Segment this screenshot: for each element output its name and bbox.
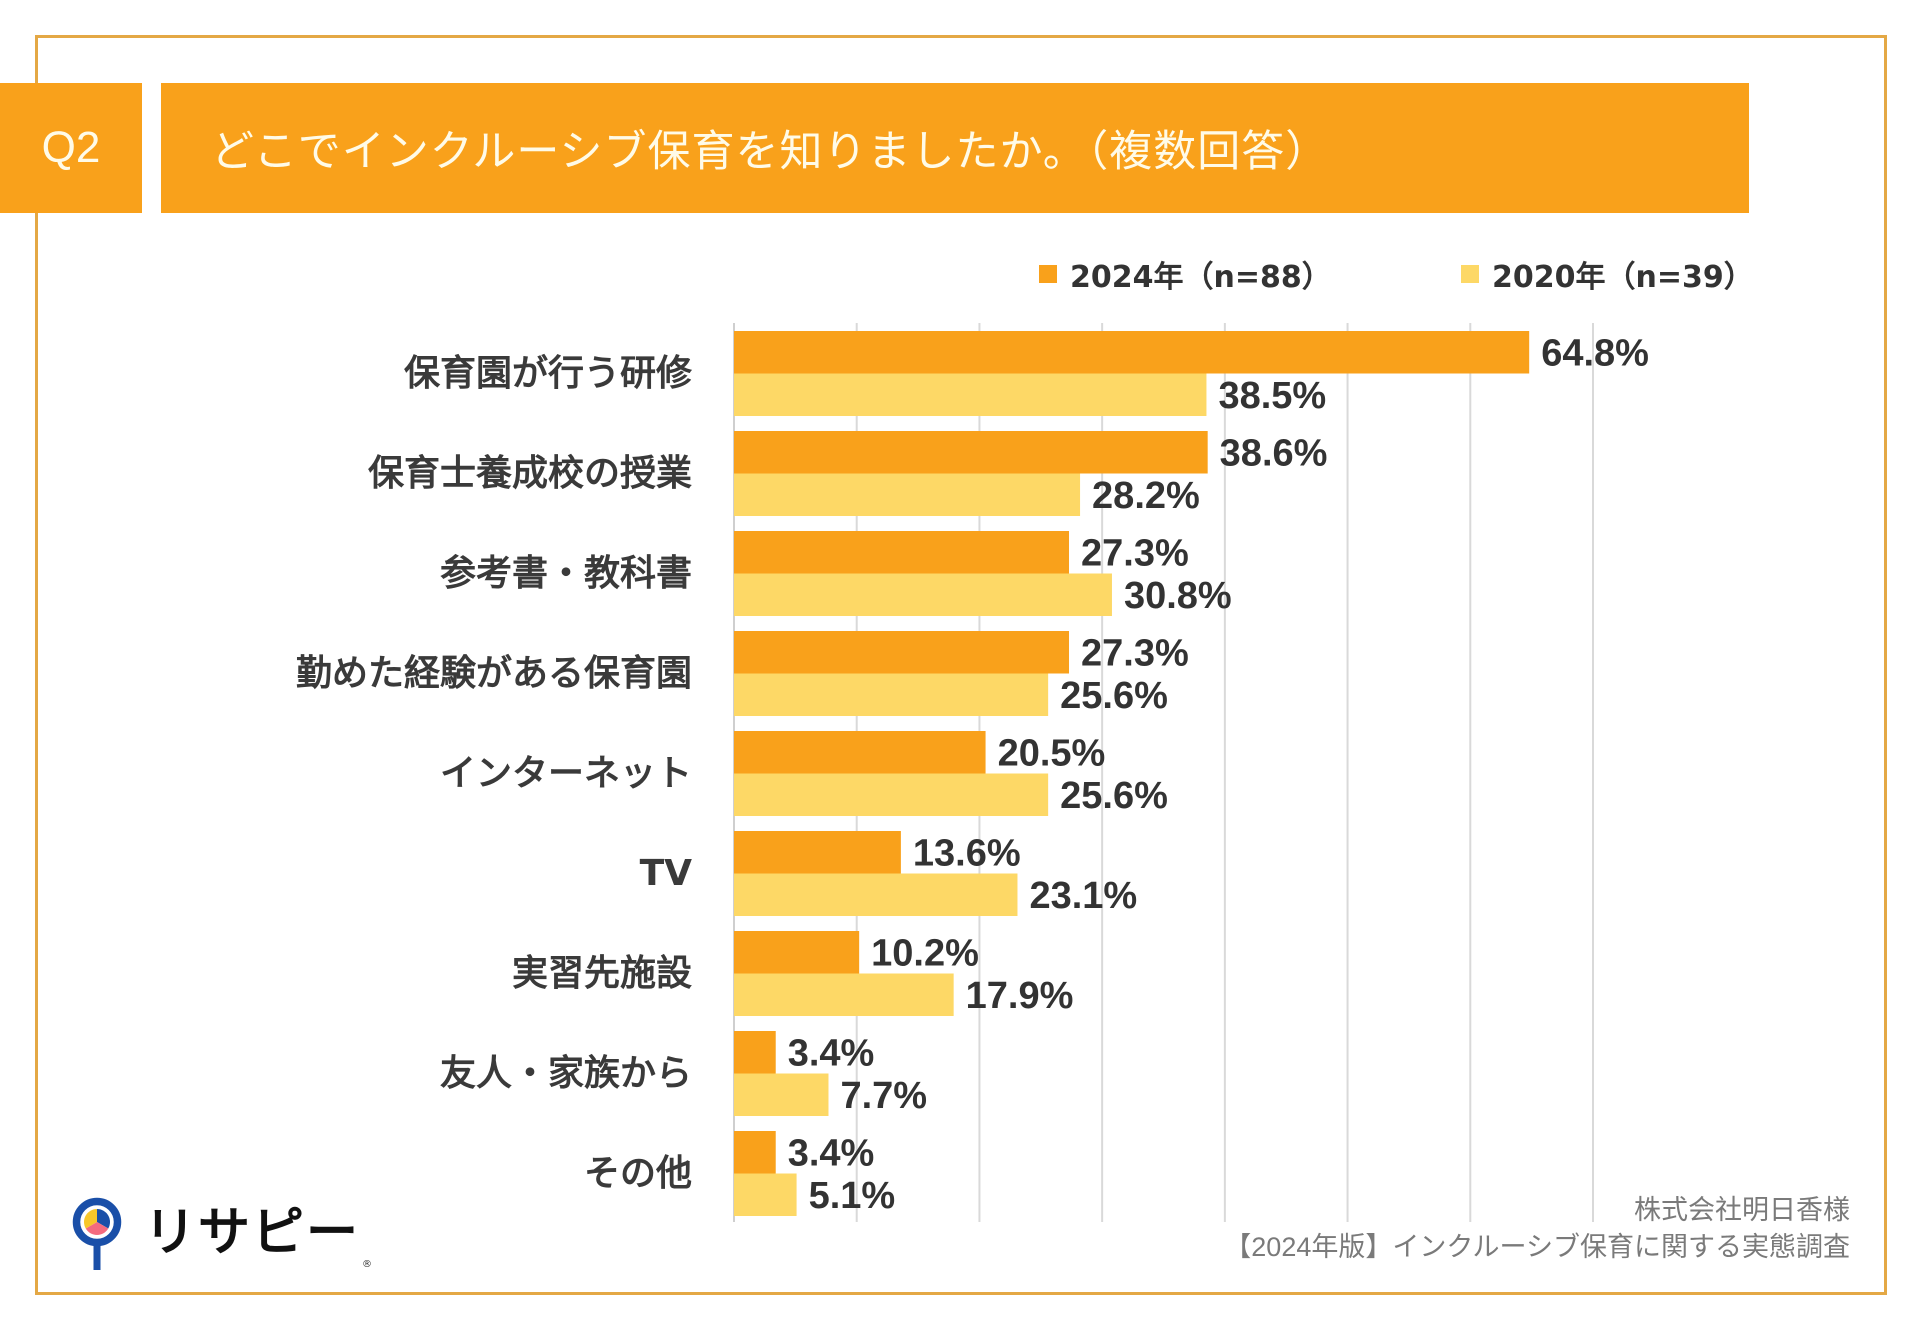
- bar-2020: [734, 1073, 829, 1116]
- credit-client: 株式会社明日香様: [1634, 1195, 1850, 1225]
- category-label: 保育士養成校の授業: [368, 453, 692, 494]
- value-labels: 64.8%38.5%38.6%28.2%27.3%30.8%27.3%25.6%…: [788, 332, 1649, 1217]
- legend-swatch-2024: [1039, 265, 1057, 283]
- bar-2024: [734, 831, 901, 874]
- bar-2024: [734, 631, 1070, 674]
- value-label-2024: 3.4%: [788, 1132, 875, 1174]
- question-number-badge: Q2: [0, 83, 142, 213]
- value-label-2024: 38.6%: [1220, 432, 1328, 474]
- bar-2020: [734, 1173, 797, 1216]
- category-label: 実習先施設: [512, 953, 692, 994]
- bar-2024: [734, 431, 1208, 474]
- bar-2020: [734, 473, 1081, 516]
- value-label-2020: 23.1%: [1029, 875, 1137, 917]
- magnifier-pie-icon: [72, 1197, 122, 1270]
- bar-2020: [734, 873, 1018, 916]
- category-label: 参考書・教科書: [440, 553, 692, 594]
- bar-2020: [734, 973, 954, 1016]
- value-label-2020: 7.7%: [840, 1075, 927, 1117]
- question-number: Q2: [41, 123, 101, 172]
- bar-2024: [734, 731, 986, 774]
- value-label-2020: 17.9%: [966, 975, 1074, 1017]
- bars: [734, 331, 1530, 1216]
- value-label-2020: 5.1%: [809, 1175, 896, 1217]
- legend-swatch-2020: [1461, 265, 1479, 283]
- bar-2024: [734, 1131, 776, 1174]
- title-banner: どこでインクルーシブ保育を知りましたか。（複数回答）: [161, 83, 1749, 213]
- brand-logo: リサピー ®: [68, 1192, 372, 1274]
- value-label-2020: 25.6%: [1060, 775, 1168, 817]
- bar-2024: [734, 531, 1070, 574]
- slide-frame: [35, 35, 1887, 1295]
- value-label-2024: 20.5%: [998, 732, 1106, 774]
- legend-label-2020: 2020年（n=39）: [1492, 260, 1754, 295]
- bar-2024: [734, 331, 1530, 374]
- bar-2020: [734, 573, 1112, 616]
- registered-mark: ®: [362, 1259, 373, 1270]
- category-label: 保育園が行う研修: [404, 353, 693, 394]
- category-label: インターネット: [440, 753, 692, 794]
- value-label-2024: 27.3%: [1081, 632, 1189, 674]
- value-label-2024: 64.8%: [1541, 332, 1649, 374]
- category-label: 勤めた経験がある保育園: [296, 653, 692, 694]
- category-labels: 保育園が行う研修保育士養成校の授業参考書・教科書勤めた経験がある保育園インターネ…: [296, 353, 693, 1194]
- legend-item-2020: 2020年（n=39）: [1461, 254, 1754, 295]
- logo-text: リサピー: [144, 1203, 361, 1263]
- credit-survey-title: 【2024年版】インクルーシブ保育に関する実態調査: [1224, 1232, 1850, 1262]
- legend-item-2024: 2024年（n=88）: [1039, 254, 1332, 295]
- value-label-2024: 10.2%: [871, 932, 979, 974]
- value-label-2024: 13.6%: [913, 832, 1021, 874]
- value-label-2020: 25.6%: [1060, 675, 1168, 717]
- value-label-2020: 38.5%: [1218, 375, 1326, 417]
- value-label-2020: 28.2%: [1092, 475, 1200, 517]
- credit-block: 株式会社明日香様 【2024年版】インクルーシブ保育に関する実態調査: [1224, 1192, 1850, 1266]
- category-label: 友人・家族から: [440, 1053, 692, 1094]
- value-label-2024: 27.3%: [1081, 532, 1189, 574]
- value-label-2024: 3.4%: [788, 1032, 875, 1074]
- bar-2020: [734, 673, 1049, 716]
- bar-2020: [734, 773, 1049, 816]
- page-title: どこでインクルーシブ保育を知りましたか。（複数回答）: [211, 127, 1330, 177]
- value-label-2020: 30.8%: [1124, 575, 1232, 617]
- category-label: その他: [584, 1153, 692, 1194]
- bar-2024: [734, 1031, 776, 1074]
- legend-label-2024: 2024年（n=88）: [1070, 260, 1332, 295]
- bar-2020: [734, 373, 1207, 416]
- category-label: TV: [640, 853, 693, 894]
- bar-2024: [734, 931, 860, 974]
